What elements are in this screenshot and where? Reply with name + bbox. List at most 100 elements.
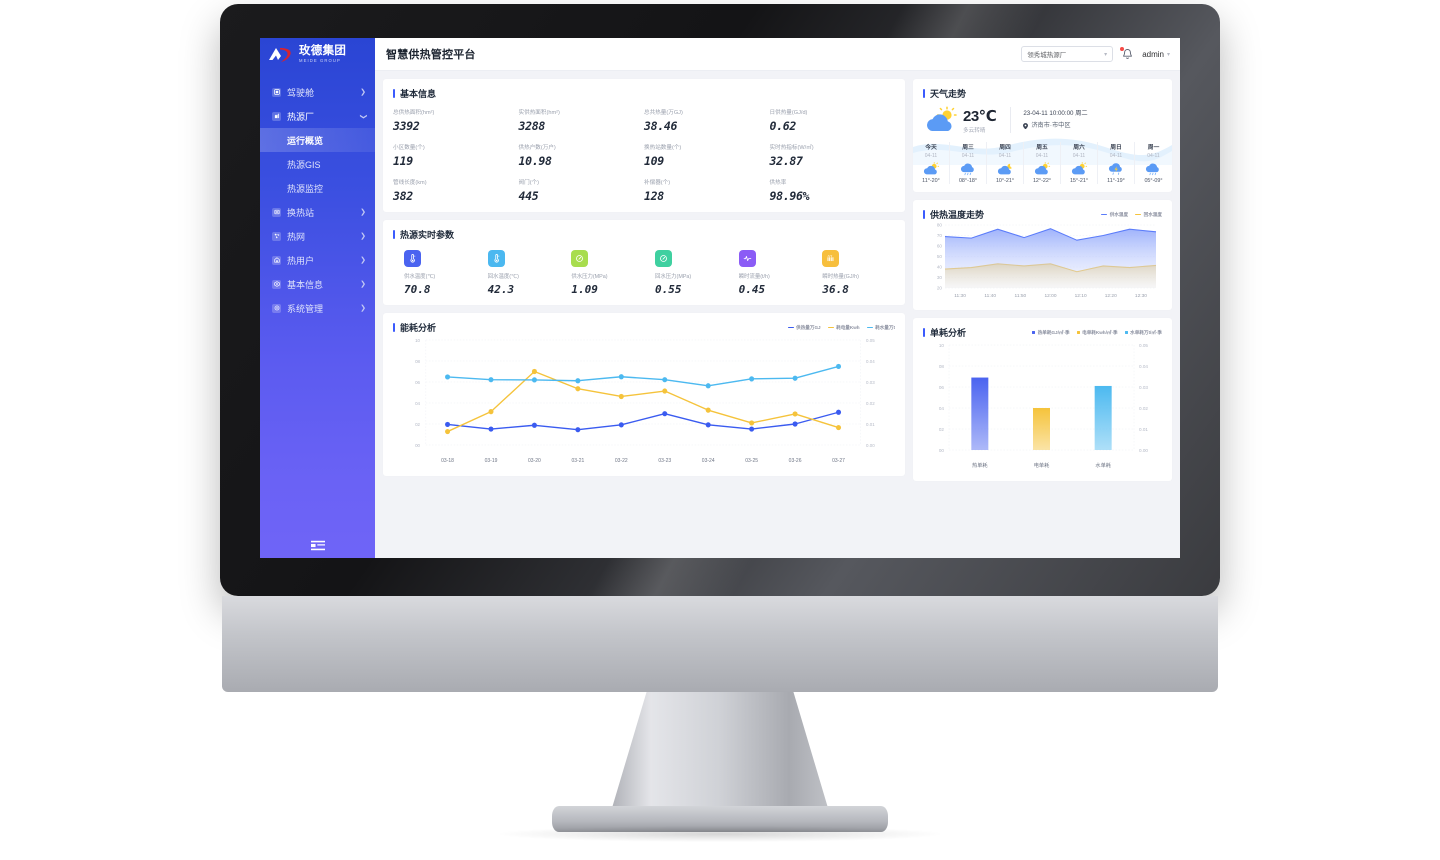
legend-swatch <box>1101 213 1108 216</box>
chevron-right-icon: ❯ <box>360 256 366 264</box>
unit-consumption-card: 单耗分析 热单耗GJ/㎡·季 电单耗Kwh/㎡·季 水单耗万t/㎡·季 00 0.… <box>913 318 1172 481</box>
svg-text:0.01: 0.01 <box>866 422 875 427</box>
notification-bell-icon[interactable] <box>1120 46 1134 61</box>
kpi-value: 38.46 <box>644 119 678 133</box>
kpi-value: 0.62 <box>769 119 797 133</box>
svg-text:00: 00 <box>939 448 945 453</box>
legend-item[interactable]: 供热量万GJ <box>787 325 821 331</box>
weather-forecast-day[interactable]: 周日 04-11 11°-19° <box>1098 142 1135 184</box>
kpi-item: 日供热量(GJ/d) 0.62 <box>770 108 896 133</box>
kpi-item: 供热率 98.96% <box>770 178 896 203</box>
legend-swatch <box>1076 331 1080 334</box>
sidebar-item-heat-network[interactable]: 热网 ❯ <box>260 224 375 248</box>
energy-analysis-chart[interactable]: 00 0.00 02 0.01 04 0.02 06 0.03 08 0.04 10 0.05 03-1… <box>393 334 895 467</box>
kpi-value: 128 <box>644 189 664 203</box>
sidebar-subitem-operation-overview[interactable]: 运行概览 <box>260 128 375 152</box>
sidebar-menu: 驾驶舱 ❯ 热源厂 ❯ 运行概览 热源GI <box>260 80 375 320</box>
sidebar-item-system-management[interactable]: 系统管理 ❯ <box>260 296 375 320</box>
user-menu[interactable]: admin ▾ <box>1142 50 1170 59</box>
heat-exchange-station-icon <box>272 207 281 217</box>
weather-forecast-day[interactable]: 今天 04-11 11°-20° <box>913 142 950 184</box>
sidebar-item-label: 换热站 <box>287 207 315 218</box>
param-label: 瞬时流量(t/h) <box>738 274 770 280</box>
sidebar-footer <box>260 532 375 558</box>
legend-item[interactable]: 耗水量万t <box>866 325 895 331</box>
temperature-trend-chart[interactable]: 20 30 40 50 60 70 80 11:30 11:40 11:50 12:00 12:10 1… <box>923 221 1162 301</box>
param-label: 瞬时热量(GJ/h) <box>822 274 859 280</box>
kpi-value: 3392 <box>393 119 420 133</box>
weather-forecast-day[interactable]: 周一 04-11 05°-09° <box>1135 142 1172 184</box>
legend-label: 热单耗GJ/㎡·季 <box>1037 329 1070 335</box>
param-supply-water-pressure: 供水压力(MPa) 1.09 <box>560 250 644 296</box>
svg-text:11:30: 11:30 <box>954 293 966 299</box>
svg-text:水单耗: 水单耗 <box>1095 461 1111 469</box>
weather-meta: 23-04-11 10:00:00 周二 济南市·市中区 <box>1023 108 1088 132</box>
weather-forecast-day[interactable]: 周五 04-11 12°-22° <box>1024 142 1061 184</box>
legend-item[interactable]: 水单耗万t/㎡·季 <box>1124 330 1162 336</box>
weather-description: 多云转晴 <box>963 127 986 134</box>
kpi-item: 换热站数量(个) 109 <box>644 143 770 168</box>
svg-text:12:00: 12:00 <box>1044 293 1056 299</box>
weather-forecast-day[interactable]: 周三 04-11 08°-18° <box>950 142 987 184</box>
kpi-label: 总共热量(万GJ) <box>644 110 683 116</box>
user-name: admin <box>1142 49 1164 59</box>
sidebar-item-heat-source-plant[interactable]: 热源厂 ❯ <box>260 104 375 128</box>
sidebar-item-label: 基本信息 <box>287 279 324 290</box>
weather-temperature: 23℃ <box>963 107 997 125</box>
legend-item[interactable]: 回水温度 <box>1135 212 1162 218</box>
svg-text:0.03: 0.03 <box>1139 385 1148 390</box>
svg-text:04: 04 <box>939 406 945 411</box>
realtime-params-title: 热源实时参数 <box>393 228 895 241</box>
kpi-label: 日供热量(GJ/d) <box>769 110 808 116</box>
svg-text:0.05: 0.05 <box>1139 343 1148 348</box>
sidebar-item-heat-user[interactable]: 热用户 ❯ <box>260 248 375 272</box>
legend-item[interactable]: 耗电量Kwh <box>827 324 860 331</box>
monitor-neck <box>222 596 1218 692</box>
forecast-day-name: 周日 <box>1110 145 1122 151</box>
weather-title: 天气走势 <box>913 87 1172 100</box>
sidebar-subitem-heat-source-monitoring[interactable]: 热源监控 <box>260 176 375 200</box>
sidebar-item-cockpit[interactable]: 驾驶舱 ❯ <box>260 80 375 104</box>
svg-text:0.05: 0.05 <box>866 338 875 343</box>
legend-item[interactable]: 电单耗Kwh/㎡·季 <box>1076 330 1118 336</box>
legend-item[interactable]: 供水温度 <box>1101 212 1128 218</box>
kpi-value: 10.98 <box>518 154 552 168</box>
svg-text:03-26: 03-26 <box>789 458 802 464</box>
svg-text:03-22: 03-22 <box>615 458 628 464</box>
svg-text:电单耗: 电单耗 <box>1034 461 1050 469</box>
param-label: 回水压力(MPa) <box>654 274 692 280</box>
kpi-value: 3288 <box>518 119 546 133</box>
legend-item[interactable]: 热单耗GJ/㎡·季 <box>1032 329 1070 336</box>
forecast-day-temp: 10°-21° <box>995 178 1015 184</box>
svg-text:06: 06 <box>939 385 945 390</box>
kpi-item: 阀门(个) 445 <box>519 178 645 203</box>
weather-temp-block: 23℃ 多云转晴 <box>963 107 997 134</box>
heat-source-plant-icon <box>272 111 281 121</box>
legend-label: 耗电量Kwh <box>836 324 860 330</box>
legend-label: 供水温度 <box>1109 211 1129 217</box>
sidebar-subitem-heat-source-gis[interactable]: 热源GIS <box>260 152 375 176</box>
sidebar-item-label: 热用户 <box>287 255 315 266</box>
collapse-menu-icon[interactable] <box>310 539 326 551</box>
svg-text:04: 04 <box>415 401 420 406</box>
svg-text:0.04: 0.04 <box>866 359 875 364</box>
legend-swatch <box>827 326 834 329</box>
svg-text:0.01: 0.01 <box>1139 427 1148 432</box>
weather-forecast-day[interactable]: 周四 04-11 10°-21° <box>987 142 1024 184</box>
svg-text:20: 20 <box>937 286 943 291</box>
legend-label: 回水温度 <box>1143 211 1162 217</box>
plant-select-dropdown[interactable]: 领秀城热源厂 ▾ <box>1021 46 1114 62</box>
sidebar-item-basic-info[interactable]: 基本信息 ❯ <box>260 272 375 296</box>
sidebar-item-label: 驾驶舱 <box>287 87 315 98</box>
legend-swatch <box>1032 331 1036 334</box>
unit-consumption-chart[interactable]: 00 0.00 02 0.01 04 0.02 06 0.03 08 0.04 10 0.05 热单耗 电… <box>923 339 1162 472</box>
svg-text:0.02: 0.02 <box>1139 406 1148 411</box>
brand-logo[interactable]: 玫德集团 MEIDE GROUP <box>260 38 375 71</box>
sidebar-subitem-label: 热源GIS <box>287 159 321 170</box>
weather-forecast-day[interactable]: 周六 04-11 15°-21° <box>1061 142 1098 184</box>
sidebar-item-heat-exchange-station[interactable]: 换热站 ❯ <box>260 200 375 224</box>
param-return-water-pressure: 回水压力(MPa) 0.55 <box>644 250 728 296</box>
param-instant-flow: 瞬时流量(t/h) 0.45 <box>728 250 812 296</box>
thermometer-icon <box>404 250 421 267</box>
pulse-icon <box>738 250 756 267</box>
